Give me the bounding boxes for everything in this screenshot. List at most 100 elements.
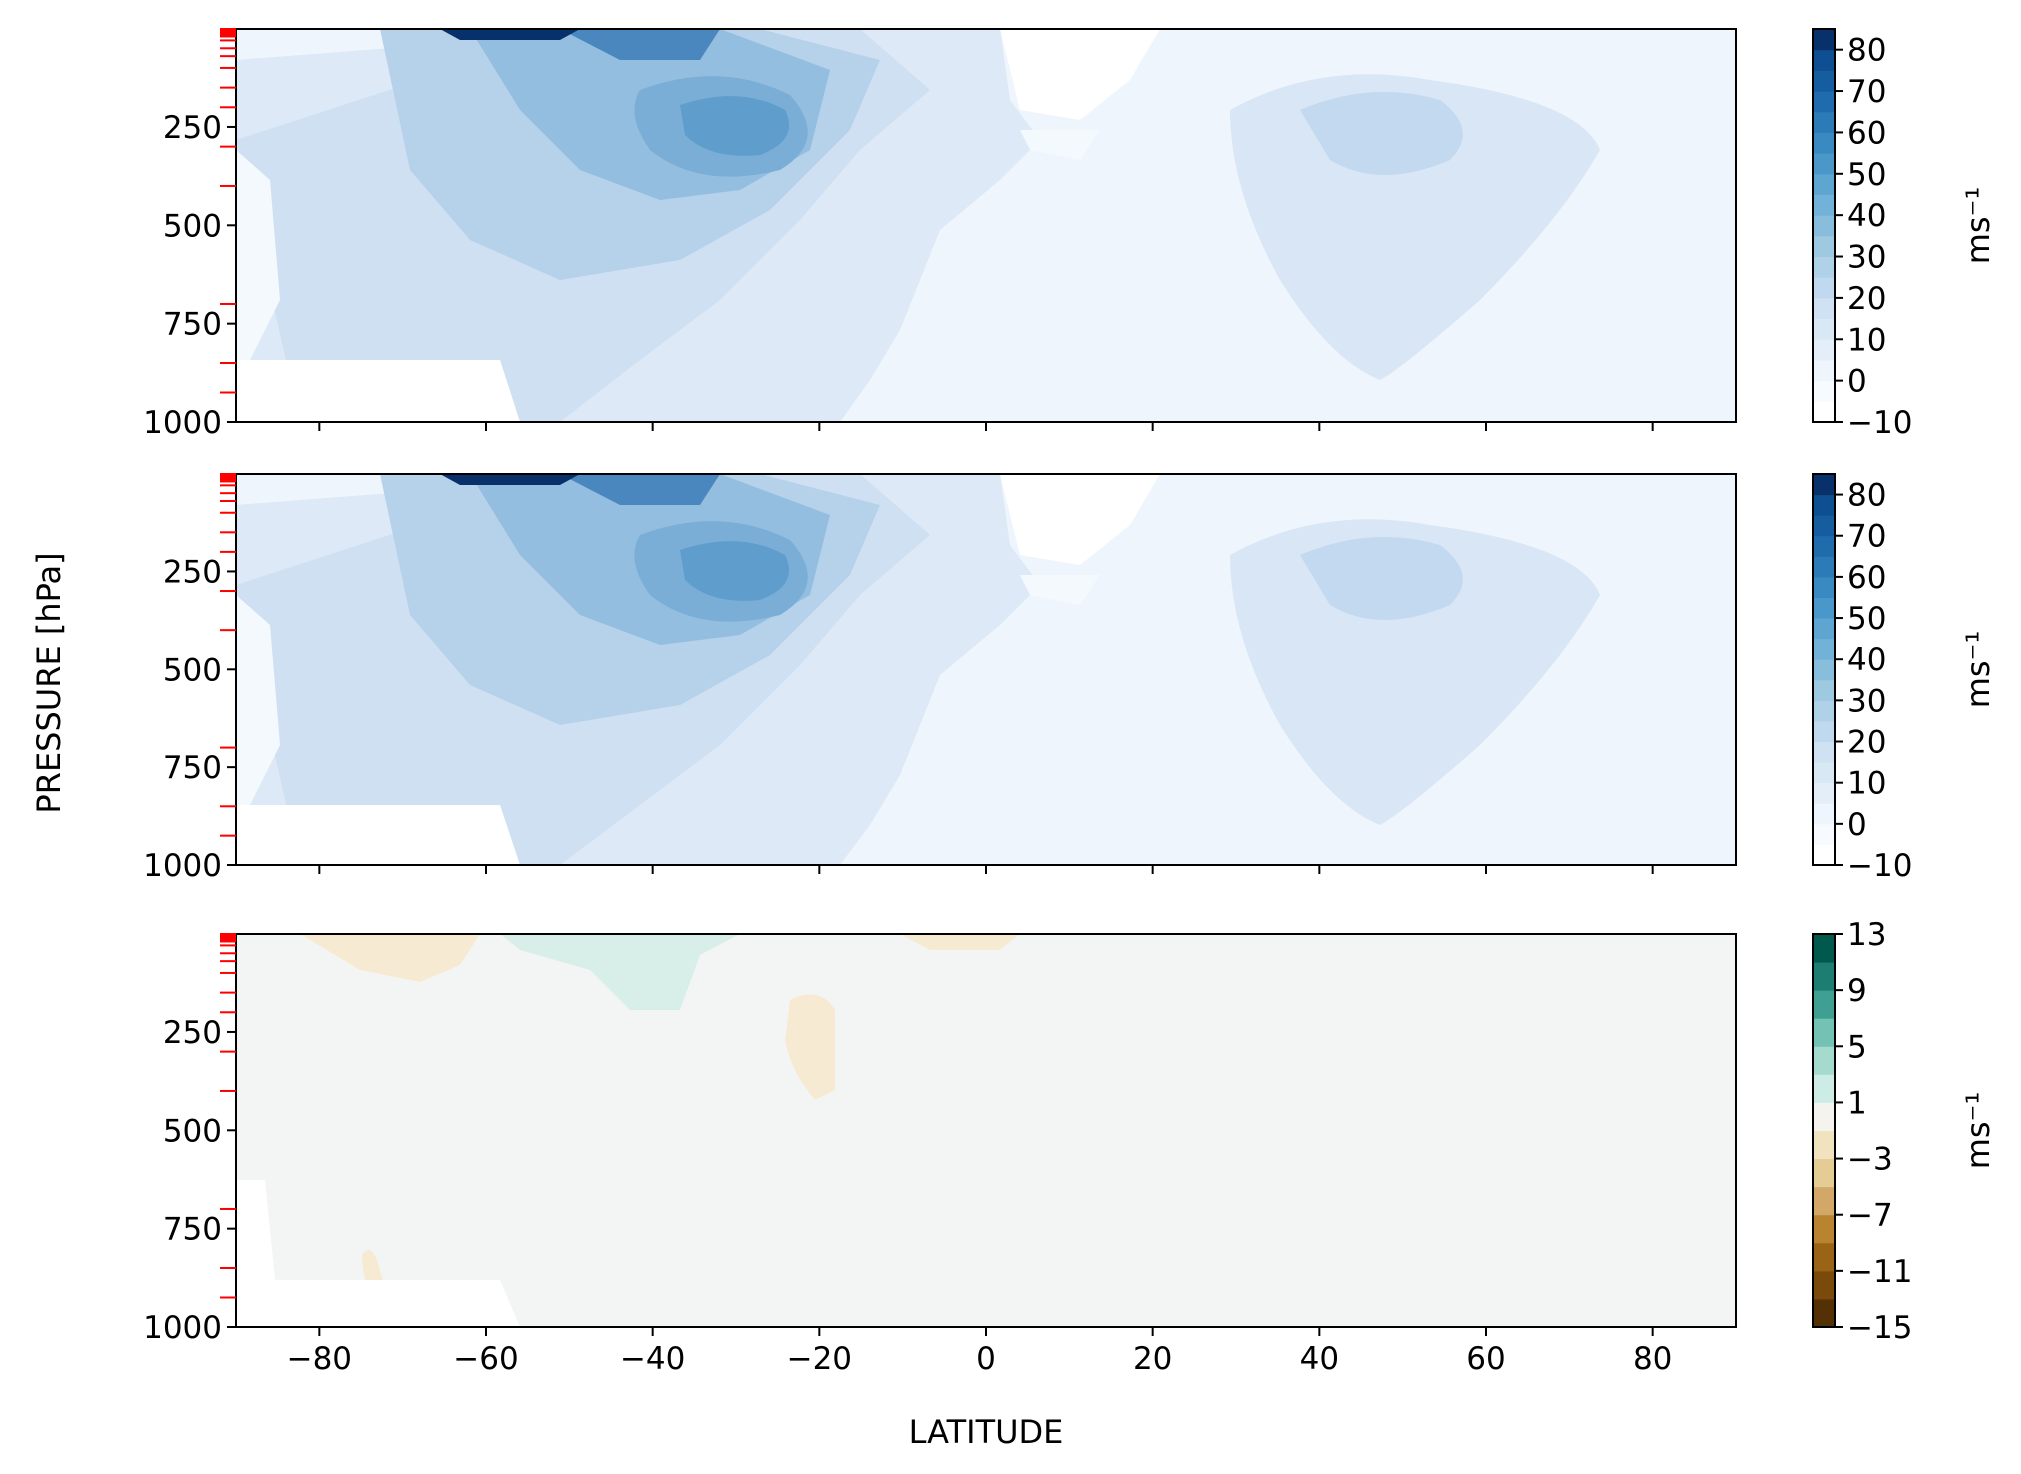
ticks-middle: 250 500 750 1000 [143,473,1654,884]
colorbar-bottom: −15 −11 −7 −3 1 5 9 13 ms⁻¹ [1812,917,1997,1346]
colorbar-segment [1813,1242,1835,1272]
colorbar-frame [1812,933,1836,1328]
y-tick-label: 1000 [143,1310,222,1346]
colorbar-segment [1813,111,1835,133]
colorbar-frame [1812,473,1836,866]
colorbar-segment [1813,380,1835,402]
colorbar-tick-label: −10 [1847,405,1912,441]
y-tick-label: 500 [163,1113,222,1149]
colorbar-segment [1813,277,1835,299]
colorbar-segment [1813,597,1835,619]
x-tick-label: −60 [453,1341,518,1377]
colorbar-segment [1813,132,1835,154]
colorbar-middle: −10 0 10 20 30 40 50 60 70 80 ms⁻¹ [1812,473,1997,884]
colorbar-segment [1813,700,1835,722]
x-tick-label: −80 [287,1341,352,1377]
colorbar-tick-label: 10 [1847,766,1886,802]
y-tick-label: 250 [163,1015,222,1051]
colorbar-segment [1813,1074,1835,1103]
colorbar-tick-label: −7 [1847,1198,1893,1234]
y-axis-label: PRESSURE [hPa] [30,552,68,813]
contour-field-middle [236,474,1736,865]
colorbar-segment [1813,215,1835,237]
y-tick-label: 500 [163,652,222,688]
colorbar-tick-label: 60 [1847,560,1886,596]
panel-top: 250 500 750 1000 [143,28,1737,441]
x-tick-label: 60 [1466,1341,1505,1377]
y-tick-label: 750 [163,1212,222,1248]
colorbar-segment [1813,494,1835,516]
colorbar-segment [1813,844,1835,866]
colorbar-tick-label: 50 [1847,601,1886,637]
y-tick-label: 500 [163,208,222,244]
colorbar-segment [1813,91,1835,113]
colorbar-segment [1813,29,1835,51]
colorbar-segment [1813,962,1835,991]
colorbar-tick-label: 40 [1847,642,1886,678]
contour-field-bottom [236,934,1736,1327]
ticks-bottom: −80 −60 −40 −20 0 20 40 60 80 250 500 750 1000 [143,933,1672,1377]
colorbar-segment [1813,474,1835,496]
colorbar-segment [1813,535,1835,557]
colorbar-tick-label: 50 [1847,157,1886,193]
colorbar-segment [1813,1270,1835,1300]
x-tick-label: 0 [976,1341,996,1377]
colorbar-segment [1813,49,1835,71]
panel-middle: 250 500 750 1000 [143,473,1737,884]
colorbar-segment [1813,318,1835,340]
colorbar-segment [1813,194,1835,216]
colorbar-segment [1813,515,1835,537]
colorbar-tick-label: 20 [1847,281,1886,317]
x-tick-label: 20 [1133,1341,1172,1377]
colorbar-top: −10 0 10 20 30 40 50 60 70 80 ms⁻¹ [1812,28,1997,441]
colorbar-tick-label: −15 [1847,1310,1912,1346]
colorbar-tick-label: 80 [1847,33,1886,69]
colorbar-segment [1813,1102,1835,1131]
colorbar-segment [1813,618,1835,640]
colorbar-tick-label: 70 [1847,519,1886,555]
panel-bottom: −80 −60 −40 −20 0 20 40 60 80 250 500 750 1000 [143,933,1737,1377]
colorbar-segment [1813,70,1835,92]
y-tick-label: 250 [163,554,222,590]
colorbar-tick-label: 80 [1847,478,1886,514]
colorbar-segment [1813,679,1835,701]
colorbar-segment [1813,359,1835,382]
colorbar-tick-label: −11 [1847,1254,1912,1290]
colorbar-segment [1813,782,1835,804]
colorbar-tick-label: 1 [1847,1085,1867,1121]
y-tick-label: 250 [163,110,222,146]
colorbar-tick-label: 30 [1847,240,1886,276]
colorbar-segment [1813,1130,1835,1160]
colorbar-segment [1813,556,1835,578]
colorbar-segment [1813,1046,1835,1075]
x-tick-label: −20 [787,1341,852,1377]
colorbar-tick-label: 5 [1847,1029,1867,1065]
colorbar-tick-label: 40 [1847,198,1886,234]
colorbar-segment [1813,1018,1835,1047]
colorbar-tick-label: 9 [1847,973,1867,1009]
colorbar-label: ms⁻¹ [1959,187,1997,265]
colorbar-segment [1813,934,1835,963]
colorbar-segment [1813,256,1835,278]
colorbar-segment [1813,803,1835,825]
colorbar-segment [1813,173,1835,195]
colorbar-tick-label: 60 [1847,115,1886,151]
y-tick-label: 1000 [143,405,222,441]
colorbar-tick-label: 30 [1847,683,1886,719]
colorbar-segment [1813,1214,1835,1244]
colorbar-tick-label: 0 [1847,807,1867,843]
colorbar-tick-label: 20 [1847,725,1886,761]
ticks-top: 250 500 750 1000 [143,28,1654,441]
colorbar-segment [1813,823,1835,845]
colorbar-segment [1813,762,1835,784]
colorbar-tick-label: 10 [1847,322,1886,358]
colorbar-segment [1813,1298,1835,1328]
colorbar-tick-label: 70 [1847,74,1886,110]
colorbar-segment [1813,1158,1835,1188]
colorbar-segment [1813,297,1835,320]
colorbar-segment [1813,659,1835,681]
colorbar-tick-label: 0 [1847,364,1867,400]
colorbar-segment [1813,720,1835,743]
colorbar-segment [1813,1186,1835,1216]
